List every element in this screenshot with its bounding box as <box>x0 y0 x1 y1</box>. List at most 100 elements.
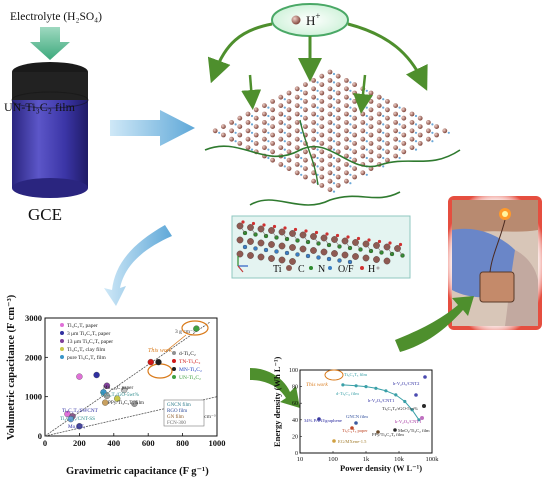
lattice-n-atom <box>218 131 221 134</box>
lattice-n-atom <box>267 156 270 160</box>
lg-13um: 13 μm Ti₃C₂Tₓ paper <box>67 339 113 345</box>
lattice-atom <box>401 141 407 146</box>
structure-atom <box>337 258 342 263</box>
right-series-point <box>410 408 414 412</box>
lattice-atom <box>376 103 382 108</box>
structure-atom <box>352 253 359 260</box>
right-chart-series <box>341 383 421 422</box>
left-ytick-label: 3000 <box>25 313 42 323</box>
lattice-atom <box>335 166 341 172</box>
left-annotations: Mo₁.₃₃C paper Ti₃C₂Tₓ/GO-5wt% PPy/Ti₃C₂T… <box>60 385 144 430</box>
right-xlabel: Power density (W L⁻¹) <box>340 463 422 473</box>
lattice-atom <box>344 120 349 125</box>
lattice-atom <box>270 115 275 121</box>
lattice-atom <box>344 86 349 92</box>
lattice-atom <box>311 94 316 100</box>
lattice-n-atom <box>316 98 319 101</box>
structure-bond <box>355 242 361 250</box>
lattice-n-atom <box>349 98 352 101</box>
rc-ann-eg: EG/MXene-1.5 <box>338 439 367 444</box>
structure-bond <box>365 243 372 252</box>
lattice-atom <box>319 149 325 155</box>
lattice-n-atom <box>316 89 319 92</box>
lg-ti-paper: Ti₃C₂Tₓ paper <box>67 323 98 329</box>
h-plus-bubble: H+ <box>271 3 349 37</box>
lattice-n-atom <box>300 173 303 176</box>
lattice-atom <box>294 128 300 134</box>
lattice-atom <box>352 82 357 87</box>
structure-atom <box>263 247 269 253</box>
pt-kv <box>420 416 424 420</box>
left-xlabel: Gravimetric capacitance (F g⁻¹) <box>66 466 209 477</box>
lattice-atom <box>303 166 308 172</box>
structure-o-atom <box>272 224 277 229</box>
lattice-atom <box>360 120 366 125</box>
lattice-n-atom <box>382 148 385 151</box>
lattice-n-atom <box>447 131 450 134</box>
lattice-atom <box>212 128 218 134</box>
lattice-n-atom <box>267 123 270 126</box>
film-fcn: FCN-300 <box>167 421 186 426</box>
lattice-atom <box>303 149 308 155</box>
lattice-atom <box>434 132 439 138</box>
legend-n-label: N <box>318 264 325 275</box>
lattice-atom <box>319 183 325 188</box>
lattice-atom <box>393 136 398 142</box>
left-xtick-label: 600 <box>142 438 155 448</box>
structure-atom <box>295 252 300 257</box>
lattice-atom <box>286 99 292 104</box>
lattice-atom <box>270 124 275 129</box>
rc-ann-tipaper: Ti₃C₂Tₓ paper <box>342 428 368 433</box>
ion-flow-arrow-b <box>353 74 373 114</box>
lattice-atom <box>360 128 366 134</box>
lattice-atom <box>417 124 423 129</box>
lattice-n-atom <box>382 165 385 168</box>
lattice-n-atom <box>414 148 418 151</box>
structure-o-atom <box>304 229 308 233</box>
lattice-atom <box>368 115 374 121</box>
right-xtick-label: 100 <box>328 456 338 463</box>
lattice-atom <box>409 128 415 134</box>
right-ytick-label: 100 <box>289 368 298 374</box>
lattice-atom <box>237 132 243 138</box>
pt-hv2 <box>423 375 427 379</box>
lattice-n-atom <box>332 182 336 185</box>
structure-bond <box>250 227 256 235</box>
lg-3um-dot <box>60 331 64 335</box>
lattice-atom <box>262 120 267 125</box>
rc-ann-rgo: Ti₃C₂Tₓ/rGO-5wt% <box>382 406 418 411</box>
rc-ann-hv2: h-V₂O₅/CNT2 <box>393 381 420 386</box>
right-plot-frame <box>299 369 433 454</box>
right-ylabel: Energy density (Wh L⁻¹) <box>272 356 282 447</box>
lattice-n-atom <box>431 123 434 126</box>
lattice-n-atom <box>398 114 401 118</box>
lattice-atom <box>393 153 398 159</box>
structure-atom <box>247 252 254 259</box>
lattice-n-atom <box>332 131 336 134</box>
electrolyte-arrow <box>30 27 70 60</box>
lattice-atom <box>294 136 300 142</box>
structure-atom <box>383 257 391 265</box>
right-series-point <box>384 389 388 393</box>
lattice-n-atom <box>382 131 385 134</box>
rc-ann-gncn: GNCN film <box>346 414 368 419</box>
lattice-n-atom <box>414 123 418 126</box>
density-1-label: 1 g cm⁻³ <box>196 414 216 420</box>
lattice-atom <box>409 120 415 125</box>
lattice-atoms <box>212 69 450 193</box>
lattice-n-atom <box>382 114 385 118</box>
lattice-atom <box>352 90 357 96</box>
lattice-atom <box>286 115 292 121</box>
lattice-atom <box>286 149 292 155</box>
ann-cntss: Ti₃C₂Tₓ/CNT-SS <box>60 416 95 422</box>
left-ytick-label: 1000 <box>25 392 42 402</box>
lattice-atom <box>303 115 308 121</box>
gce-label: GCE <box>28 205 62 224</box>
lattice-atom <box>335 157 341 163</box>
legend-n-dot <box>328 266 332 270</box>
structure-bond <box>323 237 330 246</box>
lattice-n-atom <box>316 140 319 143</box>
lattice-n-atom <box>414 131 418 134</box>
lg-un-dot <box>172 375 176 379</box>
